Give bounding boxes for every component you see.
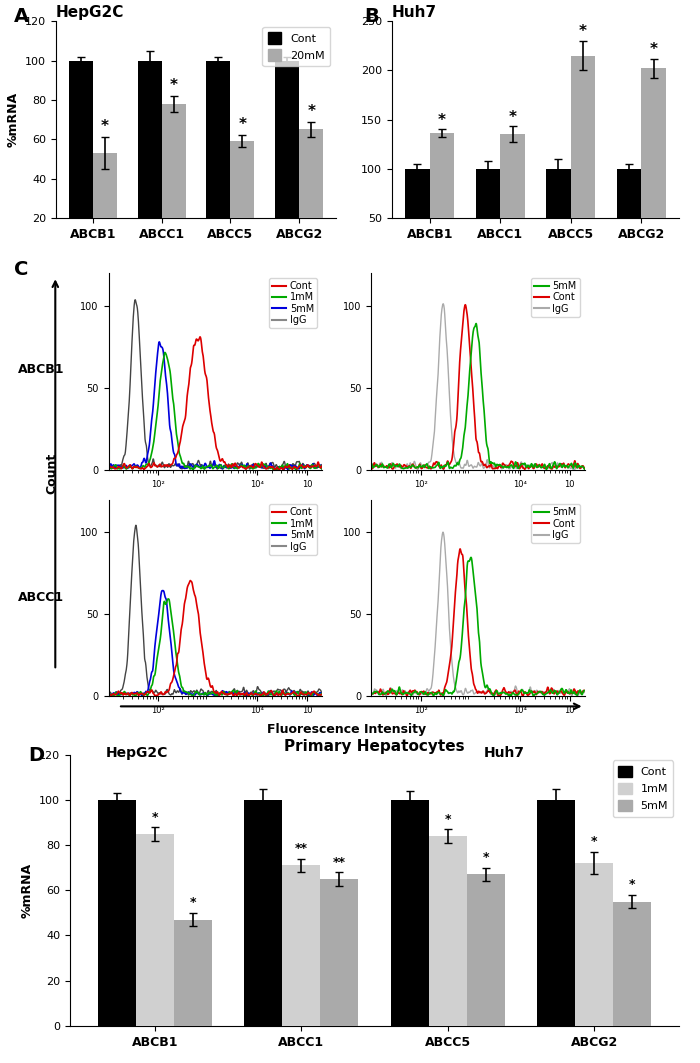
- Text: *: *: [169, 78, 178, 94]
- Text: *: *: [650, 43, 657, 57]
- Bar: [428, 836, 467, 1026]
- Text: D: D: [28, 746, 44, 765]
- Text: *: *: [444, 813, 451, 826]
- Text: HepG2C: HepG2C: [105, 746, 168, 760]
- Text: *: *: [482, 851, 489, 864]
- Bar: [244, 799, 282, 1026]
- Bar: [162, 104, 186, 257]
- Bar: [546, 169, 570, 267]
- Text: Fluorescence Intensity: Fluorescence Intensity: [267, 723, 426, 736]
- Bar: [230, 141, 255, 257]
- Text: HepG2C: HepG2C: [56, 5, 125, 20]
- Bar: [282, 865, 321, 1026]
- Bar: [206, 61, 230, 257]
- Bar: [321, 879, 358, 1026]
- Text: *: *: [101, 119, 108, 134]
- Text: Huh7: Huh7: [392, 5, 437, 20]
- Bar: [430, 133, 454, 267]
- Text: ABCC1: ABCC1: [18, 591, 64, 604]
- Bar: [174, 919, 212, 1026]
- Text: *: *: [307, 103, 315, 119]
- Bar: [136, 833, 174, 1026]
- Legend: 5mM, Cont, IgG: 5mM, Cont, IgG: [531, 505, 580, 543]
- Text: B: B: [364, 7, 379, 27]
- Bar: [137, 61, 162, 257]
- Bar: [275, 61, 299, 257]
- Y-axis label: %mRNA: %mRNA: [6, 92, 20, 147]
- Bar: [93, 153, 117, 257]
- Text: *: *: [438, 113, 446, 128]
- Text: Huh7: Huh7: [484, 746, 524, 760]
- Bar: [299, 130, 323, 257]
- Text: **: **: [295, 842, 308, 856]
- Bar: [391, 799, 428, 1026]
- Legend: Cont, 20mM: Cont, 20mM: [262, 27, 330, 66]
- Legend: Cont, 1mM, 5mM, IgG: Cont, 1mM, 5mM, IgG: [269, 505, 317, 555]
- Text: *: *: [190, 896, 196, 910]
- Text: *: *: [579, 24, 587, 39]
- Legend: 5mM, Cont, IgG: 5mM, Cont, IgG: [531, 279, 580, 317]
- Bar: [641, 68, 666, 267]
- Text: *: *: [509, 109, 517, 125]
- Y-axis label: %mRNA: %mRNA: [20, 863, 34, 917]
- Text: **: **: [332, 856, 346, 868]
- Bar: [69, 61, 93, 257]
- Bar: [405, 169, 430, 267]
- Text: ABCB1: ABCB1: [18, 364, 64, 376]
- Bar: [98, 799, 136, 1026]
- Bar: [467, 875, 505, 1026]
- Text: *: *: [629, 878, 636, 892]
- Text: *: *: [152, 811, 158, 824]
- Bar: [500, 134, 525, 267]
- Bar: [475, 169, 500, 267]
- Legend: Cont, 1mM, 5mM: Cont, 1mM, 5mM: [612, 760, 673, 816]
- Bar: [617, 169, 641, 267]
- Bar: [537, 799, 575, 1026]
- Text: A: A: [14, 7, 29, 27]
- Bar: [570, 55, 596, 267]
- Text: *: *: [239, 117, 246, 133]
- Bar: [613, 901, 651, 1026]
- Title: Primary Hepatocytes: Primary Hepatocytes: [284, 739, 465, 754]
- Text: Count: Count: [46, 453, 59, 493]
- Legend: Cont, 1mM, 5mM, IgG: Cont, 1mM, 5mM, IgG: [269, 279, 317, 328]
- Text: C: C: [14, 260, 29, 280]
- Bar: [575, 863, 613, 1026]
- Text: *: *: [591, 836, 597, 848]
